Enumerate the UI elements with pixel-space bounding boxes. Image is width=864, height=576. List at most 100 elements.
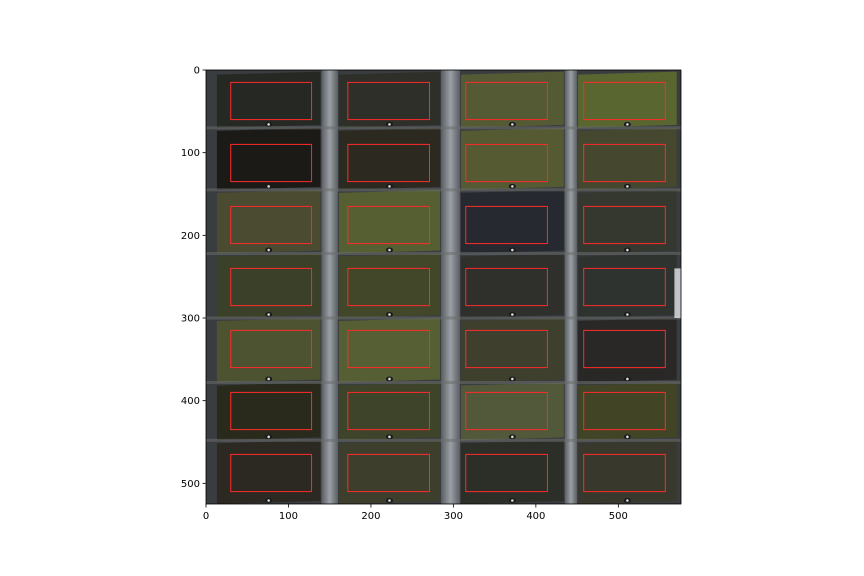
plot-tile: [460, 71, 564, 128]
plot-tile: [460, 440, 564, 504]
plot-marker-center: [267, 185, 270, 188]
plot-marker-center: [511, 377, 514, 381]
plot-tile: [338, 382, 441, 441]
plot-tile: [338, 318, 441, 383]
plot-tile: [216, 382, 321, 441]
y-axis: 0 100 200 300 400 500: [181, 66, 206, 490]
roi-box: [583, 143, 666, 183]
plot-marker-center: [626, 499, 629, 502]
roi-box: [583, 267, 666, 307]
plot-marker-center: [511, 435, 514, 439]
plot-marker-center: [388, 435, 391, 439]
plot-marker-center: [267, 499, 270, 502]
x-axis: 0 100 200 300 400 500: [203, 504, 628, 522]
roi-box: [347, 329, 430, 369]
axes-frame: [205, 69, 682, 505]
row-separator: [206, 126, 681, 130]
plot-marker-center: [267, 435, 270, 439]
roi-box: [230, 267, 313, 307]
roi-box: [465, 81, 548, 121]
roi-box: [583, 205, 666, 245]
plot-marker-center: [388, 248, 391, 252]
y-tick-label: 100: [181, 148, 200, 159]
plot-tile: [578, 382, 677, 441]
plot-marker-center: [388, 377, 391, 381]
plot-tile: [578, 127, 677, 190]
gravel-strip: [564, 70, 578, 504]
plot-marker-center: [626, 377, 629, 381]
plot-tile: [338, 253, 441, 318]
x-tick-label: 100: [279, 511, 298, 522]
plot-tile: [460, 127, 564, 190]
x-tick-label: 500: [609, 511, 628, 522]
plot-marker-center: [511, 313, 514, 316]
plot-tile: [216, 71, 321, 128]
plot-tile: [338, 189, 441, 254]
roi-box: [347, 143, 430, 183]
x-tick-label: 300: [444, 511, 463, 522]
roi-box: [347, 81, 430, 121]
roi-box: [347, 453, 430, 493]
roi-box: [230, 453, 313, 493]
roi-box: [465, 391, 548, 431]
roi-box: [347, 267, 430, 307]
plot-tile: [216, 253, 321, 318]
plot-tile: [216, 440, 321, 504]
row-separator: [206, 380, 681, 384]
roi-box: [347, 205, 430, 245]
roi-box: [347, 391, 430, 431]
plot-tile: [578, 189, 677, 254]
plot-marker-center: [511, 499, 514, 502]
gravel-strip: [321, 70, 338, 504]
x-tick-label: 200: [361, 511, 380, 522]
plot-tile: [338, 440, 441, 504]
plot-marker-center: [511, 185, 514, 188]
plot-tile: [578, 440, 677, 504]
plot-marker-center: [626, 435, 629, 439]
gravel-strip: [441, 70, 460, 504]
plot-marker-center: [626, 313, 629, 316]
roi-box: [465, 143, 548, 183]
plot-marker-center: [626, 185, 629, 188]
row-separator: [206, 316, 681, 320]
y-tick-label: 200: [181, 231, 200, 242]
y-tick-label: 500: [181, 479, 200, 490]
plot-tile: [338, 71, 441, 128]
plot-marker-center: [388, 185, 391, 188]
plot-marker-center: [267, 313, 270, 316]
roi-box: [583, 81, 666, 121]
x-tick-label: 400: [526, 511, 545, 522]
roi-box: [465, 329, 548, 369]
row-separator: [206, 188, 681, 192]
plot-tile: [578, 71, 677, 128]
y-tick-label: 400: [181, 396, 200, 407]
plot-tile: [460, 253, 564, 318]
roi-box: [230, 81, 313, 121]
roi-box: [230, 205, 313, 245]
plot-tile: [578, 253, 677, 318]
plot-marker-center: [388, 313, 391, 316]
row-separator: [206, 438, 681, 442]
glare: [674, 268, 681, 318]
plot-marker-center: [626, 248, 629, 252]
plot-marker-center: [267, 248, 270, 252]
roi-box: [583, 453, 666, 493]
x-tick-label: 0: [203, 511, 209, 522]
plot-tile: [460, 189, 564, 254]
roi-box: [465, 453, 548, 493]
roi-box: [583, 391, 666, 431]
plot-tile: [578, 318, 677, 383]
roi-box: [465, 267, 548, 307]
plot-marker-center: [626, 123, 629, 126]
row-separator: [206, 252, 681, 256]
roi-box: [465, 205, 548, 245]
plot-marker-center: [388, 123, 391, 126]
roi-box: [583, 329, 666, 369]
plot-marker-center: [267, 123, 270, 126]
roi-boxes: [230, 81, 666, 493]
plot-marker-center: [511, 123, 514, 126]
plot-tile: [216, 127, 321, 190]
plot-tile: [460, 318, 564, 383]
plot-tile: [216, 189, 321, 254]
